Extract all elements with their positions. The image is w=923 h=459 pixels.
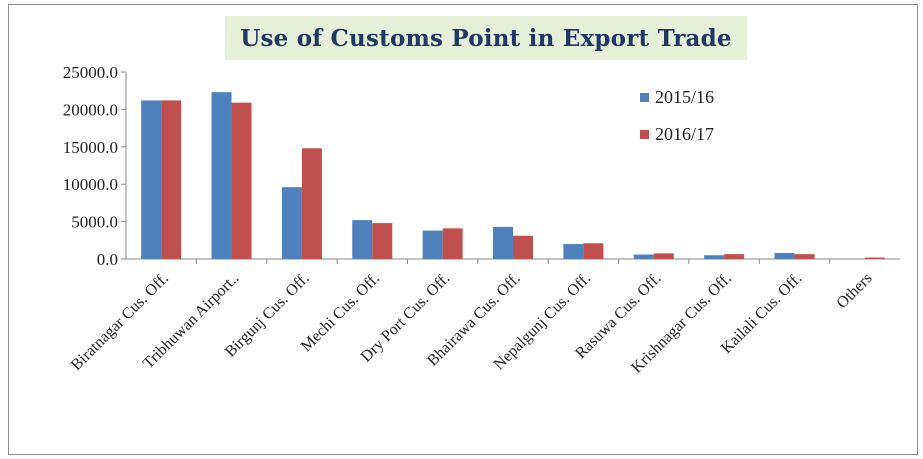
y-tick-label: 25000.0	[63, 63, 118, 82]
x-category-label: Others	[833, 270, 875, 312]
bar-2016-17	[583, 243, 604, 259]
bar-2015-16	[352, 220, 373, 259]
bar-2015-16	[493, 226, 513, 259]
bar-2015-16	[422, 230, 443, 259]
bar-2015-16	[281, 187, 302, 259]
bar-2016-17	[513, 235, 533, 259]
y-tick-label: 15000.0	[63, 138, 118, 157]
legend-swatch	[640, 93, 649, 102]
bar-2016-17	[372, 223, 393, 259]
bar-2016-17	[794, 254, 815, 259]
bar-2016-17	[653, 253, 674, 259]
bar-2015-16	[211, 92, 232, 259]
legend-label: 2016/17	[655, 124, 714, 144]
chart-title: Use of Customs Point in Export Trade	[240, 24, 732, 52]
bar-2016-17	[301, 148, 322, 259]
legend-swatch	[640, 130, 649, 139]
bar-2016-17	[864, 257, 885, 259]
bar-2016-17	[724, 254, 745, 259]
bar-2015-16	[563, 244, 584, 259]
bar-2015-16	[774, 253, 795, 259]
y-tick-label: 20000.0	[63, 100, 118, 119]
chart-title-box: Use of Customs Point in Export Trade	[225, 16, 747, 60]
y-tick-label: 10000.0	[63, 175, 118, 194]
bar-2015-16	[141, 100, 162, 259]
bar-2015-16	[704, 255, 725, 259]
legend-label: 2015/16	[655, 87, 714, 107]
bar-2016-17	[442, 228, 463, 259]
bar-2016-17	[161, 100, 182, 259]
bar-2016-17	[231, 102, 252, 259]
y-tick-label: 5000.0	[71, 213, 118, 232]
bar-2015-16	[633, 254, 654, 259]
y-tick-label: 0.0	[97, 250, 118, 269]
